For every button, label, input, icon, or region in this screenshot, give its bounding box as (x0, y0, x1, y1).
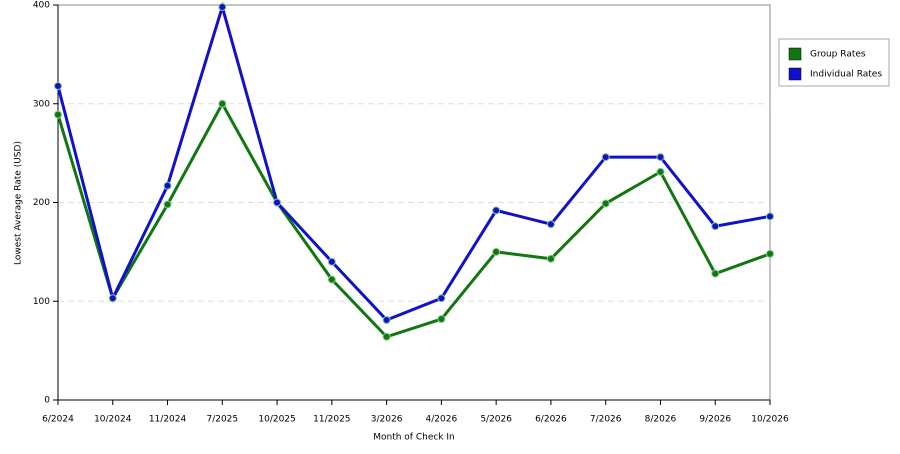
x-tick-label: 8/2026 (645, 415, 677, 425)
y-tick-label: 400 (33, 1, 50, 11)
point (163, 181, 172, 190)
y-tick-label: 200 (33, 198, 50, 208)
point (601, 153, 610, 162)
point (492, 247, 501, 256)
x-tick-label: 10/2026 (751, 415, 789, 425)
point (711, 269, 720, 278)
point (766, 212, 774, 221)
point (656, 153, 665, 162)
legend-label: Individual Rates (810, 70, 882, 80)
point (218, 99, 227, 108)
point (382, 316, 391, 325)
x-tick-label: 7/2025 (206, 415, 238, 425)
point (327, 275, 336, 284)
x-tick-label: 3/2026 (371, 415, 403, 425)
point (601, 199, 610, 208)
x-tick-label: 4/2026 (426, 415, 458, 425)
legend-swatch (788, 47, 802, 61)
point (108, 294, 117, 303)
point (327, 257, 336, 266)
point (382, 332, 391, 341)
point (218, 2, 227, 11)
y-tick-label: 300 (33, 99, 50, 109)
series-line (56, 100, 771, 339)
point (437, 294, 446, 303)
point (54, 110, 62, 119)
y-tick-label: 0 (44, 396, 50, 406)
x-tick-label: 7/2026 (590, 415, 622, 425)
x-tick-label: 5/2026 (480, 415, 512, 425)
x-tick-label: 9/2026 (699, 415, 731, 425)
y-tick-label: 100 (33, 297, 50, 307)
point (163, 200, 172, 209)
point (437, 315, 446, 324)
x-tick-label: 10/2025 (258, 415, 295, 425)
point (546, 254, 555, 263)
x-axis-label: Month of Check In (373, 433, 455, 443)
point (711, 222, 720, 231)
x-tick-label: 11/2024 (149, 415, 187, 425)
point (273, 198, 282, 207)
x-tick-label: 11/2025 (313, 415, 350, 425)
point (656, 167, 665, 176)
legend-swatch (788, 67, 802, 81)
x-tick-label: 6/2026 (535, 415, 567, 425)
y-axis-label: Lowest Average Rate (USD) (14, 141, 24, 265)
series-line (56, 1, 771, 322)
point (492, 206, 501, 215)
point (546, 220, 555, 229)
point (54, 81, 62, 90)
x-tick-label: 6/2024 (42, 415, 74, 425)
legend-label: Group Rates (810, 50, 866, 60)
point (766, 249, 774, 258)
x-tick-label: 10/2024 (94, 415, 132, 425)
